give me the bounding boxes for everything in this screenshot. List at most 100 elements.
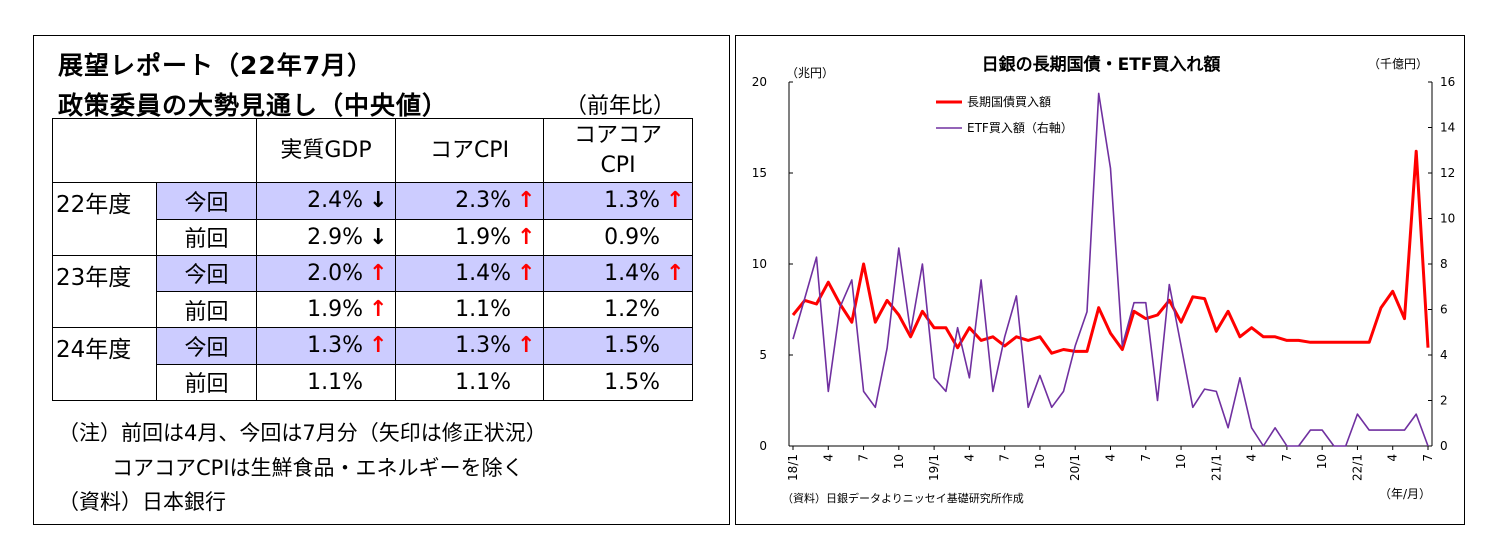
left-tick-label: 5 [759, 348, 767, 362]
cell-value: 1.1% [455, 297, 511, 322]
x-tick-label: 4 [821, 454, 835, 462]
chart-source: （資料）日銀データよりニッセイ基礎研究所作成 [782, 491, 1024, 505]
table-row: 前回 2.9% ↓ 1.9% ↑ 0.9% [52, 218, 693, 256]
header-core-cpi: コアCPI [395, 118, 544, 183]
table-row: 22年度 今回 2.4% ↓ 2.3% ↑ 1.3% ↑ [52, 182, 693, 220]
fiscal-year-blank [52, 219, 157, 256]
x-tick-label: 7 [1421, 454, 1435, 462]
arrow-up-icon: ↑ [369, 297, 388, 322]
fiscal-year-label: 24年度 [52, 327, 157, 364]
cell-value: 1.1% [455, 369, 511, 395]
row-label-previous: 前回 [156, 218, 257, 256]
boj-purchase-chart: 日銀の長期国債・ETF買入れ額 （兆円） （千億円） （年/月） （資料）日銀データより… [752, 54, 1456, 505]
cell-value: 1.4% [604, 260, 660, 286]
right-tick-label: 0 [1440, 439, 1448, 453]
table-cell: 1.5% [543, 327, 693, 365]
cell-value: 1.2% [604, 297, 660, 322]
arrow-up-icon: ↑ [369, 333, 388, 359]
row-label-current: 今回 [156, 254, 257, 292]
arrow-up-icon: ↑ [666, 188, 685, 214]
x-tick-label: 4 [1104, 454, 1118, 462]
note-revision: （注）前回は4月、今回は7月分（矢印は修正状況） [58, 421, 547, 445]
table-subtitle: 政策委員の大勢見通し（中央値） [58, 91, 449, 120]
note-core-core: コアコアCPIは生鮮食品・エネルギーを除く [112, 456, 524, 480]
table-cell: 1.1% [395, 363, 544, 401]
chart-panel [735, 35, 1465, 525]
table-header-row: 実質GDP コアCPI コアコア CPI [52, 118, 693, 183]
x-tick-label: 19/1 [927, 454, 941, 481]
cell-value: 1.3% [307, 333, 363, 359]
arrow-down-icon: ↓ [369, 224, 388, 250]
cell-value: 2.9% [307, 224, 363, 250]
header-blank [52, 118, 257, 183]
fiscal-year-blank [52, 291, 157, 328]
table-cell: 1.9% ↑ [256, 291, 396, 328]
table-cell: 2.3% ↑ [395, 182, 544, 220]
table-cell: 1.5% [543, 363, 693, 401]
table-cell: 1.9% ↑ [395, 218, 544, 256]
table-cell: 2.0% ↑ [256, 254, 396, 292]
row-label-previous: 前回 [156, 363, 257, 401]
fiscal-year-label: 22年度 [52, 182, 157, 219]
yoy-label: （前年比） [565, 94, 676, 119]
table-row: 24年度 今回 1.3% ↑ 1.3% ↑ 1.5% [52, 327, 693, 365]
table-cell: 1.3% ↑ [395, 327, 544, 365]
legend-label-2: ETF買入額（右軸） [967, 120, 1073, 135]
arrow-up-icon: ↑ [369, 260, 388, 286]
row-label-current: 今回 [156, 327, 257, 365]
arrow-up-icon: ↑ [517, 224, 536, 250]
right-axis-unit: （千億円） [1368, 57, 1428, 71]
right-tick-label: 6 [1440, 303, 1448, 317]
cell-value: 1.5% [604, 333, 660, 359]
table-row: 23年度 今回 2.0% ↑ 1.4% ↑ 1.4% ↑ [52, 254, 693, 292]
left-axis-unit: （兆円） [786, 66, 834, 80]
right-tick-label: 16 [1440, 75, 1455, 89]
cell-value: 2.4% [307, 188, 363, 214]
cell-value: 1.9% [307, 297, 363, 322]
right-tick-label: 2 [1440, 394, 1448, 408]
table-cell: 1.3% ↑ [256, 327, 396, 365]
cell-value: 1.5% [604, 369, 660, 395]
header-core-core-cpi: コアコア CPI [543, 118, 693, 183]
right-tick-label: 8 [1440, 257, 1448, 271]
x-tick-label: 10 [892, 454, 906, 469]
table-cell: 1.2% [543, 291, 693, 328]
jgb-purchase-line [791, 149, 1430, 355]
table-cell: 0.9% [543, 218, 693, 256]
table-cell: 2.9% ↓ [256, 218, 396, 256]
projection-table: 実質GDP コアCPI コアコア CPI 22年度 今回 2.4% ↓ 2.3% ↑ 1.3%… [52, 118, 693, 401]
table-title: 展望レポート（22年7月） [58, 51, 374, 80]
table-row: 前回 1.9% ↑ 1.1% 1.2% [52, 291, 693, 328]
right-tick-label: 12 [1440, 166, 1455, 180]
table-cell: 2.4% ↓ [256, 182, 396, 220]
arrow-up-icon: ↑ [666, 260, 685, 286]
x-tick-label: 7 [857, 454, 871, 462]
table-row: 前回 1.1% 1.1% 1.5% [52, 363, 693, 401]
chart-title: 日銀の長期国債・ETF買入れ額 [982, 54, 1221, 75]
x-tick-label: 4 [1245, 454, 1259, 462]
cell-value: 2.0% [307, 260, 363, 286]
x-tick-label: 22/1 [1350, 454, 1364, 481]
cell-value: 1.4% [455, 260, 511, 286]
right-tick-label: 10 [1440, 212, 1455, 226]
x-tick-label: 7 [998, 454, 1012, 462]
table-cell: 1.4% ↑ [543, 254, 693, 292]
x-tick-label: 18/1 [786, 454, 800, 481]
arrow-down-icon: ↓ [369, 188, 388, 214]
fiscal-year-label: 23年度 [52, 254, 157, 292]
x-tick-label: 4 [1386, 454, 1400, 462]
row-label-previous: 前回 [156, 291, 257, 328]
left-tick-label: 20 [752, 75, 767, 89]
table-cell: 1.4% ↑ [395, 254, 544, 292]
legend-label-1: 長期国債買入額 [967, 94, 1051, 109]
fiscal-year-blank [52, 364, 157, 401]
cell-value: 1.3% [455, 333, 511, 359]
left-tick-label: 10 [752, 257, 767, 271]
cell-value: 2.3% [455, 188, 511, 214]
x-axis-unit: （年/月） [1379, 487, 1431, 501]
arrow-up-icon: ↑ [517, 260, 536, 286]
row-label-current: 今回 [156, 182, 257, 220]
right-tick-label: 4 [1440, 348, 1448, 362]
right-tick-label: 14 [1440, 121, 1455, 135]
etf-purchase-line [792, 92, 1429, 447]
